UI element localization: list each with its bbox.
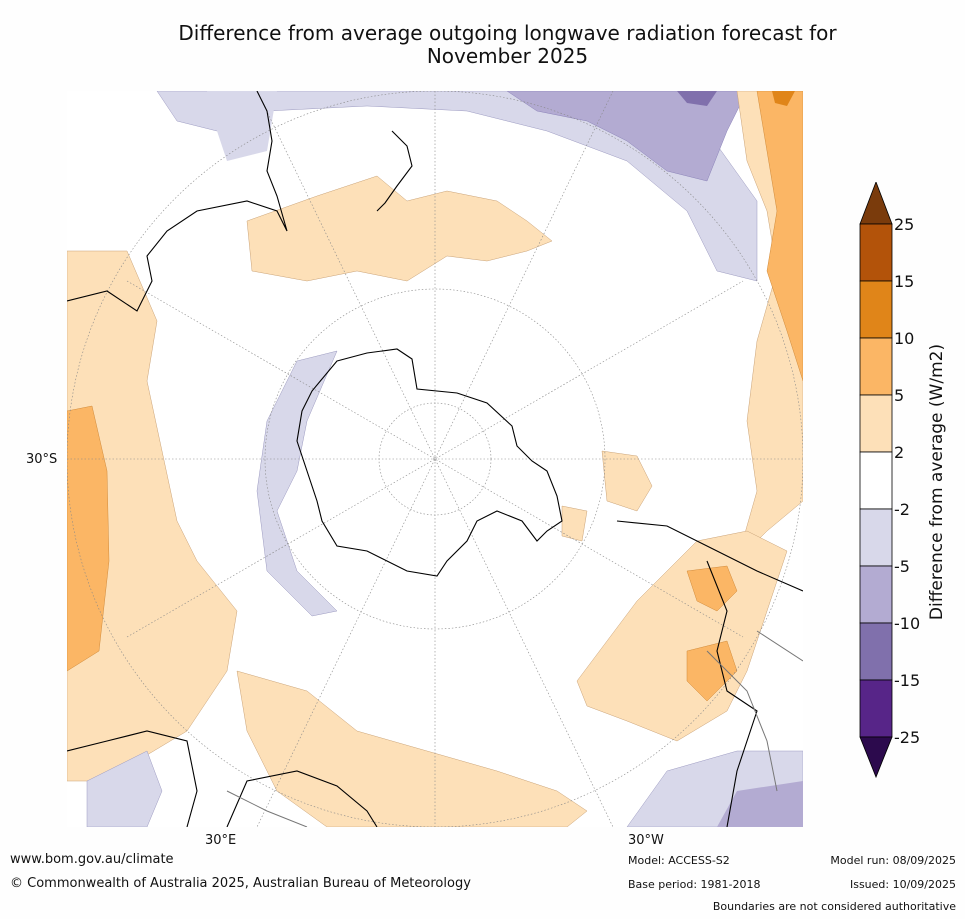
- footer-url[interactable]: www.bom.gov.au/climate: [10, 852, 174, 867]
- colorbar-tick-label: 10: [894, 329, 914, 348]
- anomaly-region-negative-topleft: [207, 91, 277, 161]
- longitude-label-east: 30°E: [205, 833, 237, 848]
- colorbar-tick-label: 2: [894, 443, 904, 462]
- title-line-2: November 2025: [426, 44, 589, 68]
- colorbar-swatch: [859, 679, 893, 738]
- map-svg: [67, 91, 803, 827]
- colorbar-extend-top: [859, 182, 893, 225]
- model-name: Model: ACCESS-S2: [628, 854, 730, 867]
- anomaly-region-positive-right-strong: [756, 91, 803, 382]
- colorbar-swatch: [859, 451, 893, 510]
- colorbar-tick-label: 25: [894, 215, 914, 234]
- longitude-label-west: 30°W: [628, 833, 664, 848]
- colorbar-tick-label: -25: [894, 728, 920, 747]
- anomaly-region-positive-bottom: [236, 670, 588, 827]
- colorbar-tick-label: -10: [894, 614, 920, 633]
- anomaly-region-positive-southamerica-strong: [686, 565, 738, 702]
- issued-date: Issued: 10/09/2025: [849, 878, 956, 891]
- graticule: [67, 91, 803, 827]
- footer-copyright: © Commonwealth of Australia 2025, Austra…: [10, 876, 471, 891]
- anomaly-region-negative-top-darker: [677, 91, 717, 106]
- anomaly-region-negative-bottomright-strong: [717, 781, 803, 827]
- anomaly-region-negative-antarctic: [256, 350, 338, 617]
- latitude-label: 30°S: [26, 452, 58, 467]
- title-line-1: Difference from average outgoing longwav…: [178, 21, 837, 45]
- colorbar-tick-label: -5: [894, 557, 910, 576]
- anomaly-region-positive-left-strong: [67, 405, 110, 672]
- anomaly-region-negative-bottomleft: [86, 750, 163, 827]
- colorbar-swatch: [859, 508, 893, 567]
- polar-map: [67, 91, 803, 827]
- colorbar-swatch: [859, 337, 893, 396]
- anomaly-region-positive-peninsula: [561, 450, 653, 542]
- model-run: Model run: 08/09/2025: [830, 854, 956, 867]
- colorbar-tick-label: 5: [894, 386, 904, 405]
- anomaly-region-positive-right-strongest: [772, 91, 795, 106]
- colorbar-swatch: [859, 565, 893, 624]
- colorbar-extend-bottom: [859, 736, 893, 779]
- colorbar: 25 15 10 5 2 -2 -5 -10 -15 -25: [859, 182, 920, 779]
- colorbar-tick-label: 15: [894, 272, 914, 291]
- anomaly-region-positive-southamerica: [576, 530, 788, 742]
- base-period: Base period: 1981-2018: [628, 878, 761, 891]
- south-america-coastline: [616, 520, 803, 827]
- chart-title: Difference from average outgoing longwav…: [60, 22, 955, 68]
- country-borders: [226, 630, 803, 827]
- colorbar-tick-label: -15: [894, 671, 920, 690]
- australia-coastline: [67, 91, 288, 312]
- new-zealand-coastline: [376, 130, 413, 212]
- colorbar-swatch: [859, 394, 893, 453]
- africa-coastline: [67, 730, 378, 827]
- boundaries-disclaimer: Boundaries are not considered authoritat…: [712, 900, 956, 913]
- colorbar-swatch: [859, 223, 893, 282]
- anomaly-region-positive-nz: [246, 175, 553, 282]
- colorbar-label: Difference from average (W/m2): [927, 343, 947, 621]
- colorbar-swatch: [859, 622, 893, 681]
- antarctica-coastline: [296, 348, 563, 577]
- colorbar-swatch: [859, 280, 893, 339]
- colorbar-tick-label: -2: [894, 500, 910, 519]
